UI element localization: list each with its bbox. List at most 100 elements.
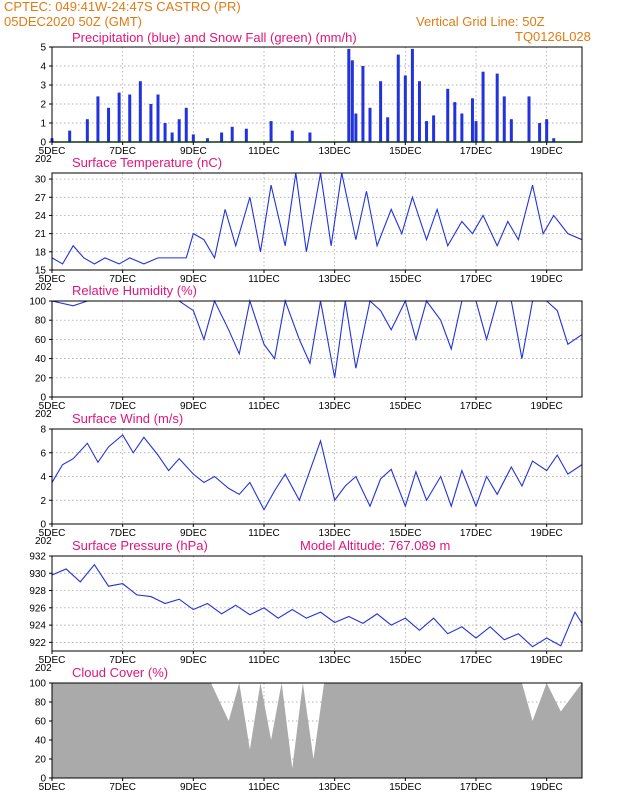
precip-bar xyxy=(128,94,132,142)
x-tick-label: 13DEC xyxy=(319,146,351,157)
precip-bar xyxy=(432,115,436,142)
x-tick-label: 19DEC xyxy=(531,782,563,793)
panel-frame xyxy=(51,172,583,271)
precip-bar xyxy=(138,81,142,142)
panel-title-cloud: Cloud Cover (%) xyxy=(72,665,169,680)
x-tick-label: 13DEC xyxy=(319,401,351,412)
precip-bar xyxy=(379,81,383,142)
x-tick-label: 13DEC xyxy=(319,655,351,666)
x-tick-label: 15DEC xyxy=(389,528,421,539)
y-tick-label: 40 xyxy=(35,736,47,747)
x-tick-label: 5DEC xyxy=(39,146,66,157)
y-tick-label: 18 xyxy=(35,247,47,258)
cloud-cover-area xyxy=(52,683,582,778)
panel-title-wind: Surface Wind (m/s) xyxy=(72,411,184,426)
x-tick-label: 5DEC xyxy=(39,401,66,412)
precip-bar xyxy=(417,81,421,142)
precip-bar xyxy=(368,107,372,142)
precip-bar xyxy=(308,132,312,142)
x-tick-label: 17DEC xyxy=(460,274,492,285)
precip-bar xyxy=(509,119,513,142)
series-line-wind xyxy=(51,434,583,511)
x-tick-label: 13DEC xyxy=(319,782,351,793)
y-tick-label: 0 xyxy=(40,393,46,404)
precip-bar xyxy=(481,71,485,142)
y-tick-label: 24 xyxy=(35,211,47,222)
y-tick-label: 4 xyxy=(40,472,46,483)
x-tick-label: 9DEC xyxy=(180,782,207,793)
year-stub-label: 202 xyxy=(35,282,52,293)
header-location: CPTEC: 049:41W-24:47S CASTRO (PR) xyxy=(4,0,241,14)
precip-bar xyxy=(425,121,429,142)
precip-bar xyxy=(453,102,457,142)
panel-title-temp: Surface Temperature (nC) xyxy=(72,155,223,170)
precip-bar xyxy=(446,88,450,142)
x-tick-label: 15DEC xyxy=(389,655,421,666)
precip-bar xyxy=(156,94,160,142)
x-tick-label: 19DEC xyxy=(531,528,563,539)
x-tick-label: 19DEC xyxy=(531,146,563,157)
precip-bar xyxy=(474,121,478,142)
y-tick-label: 930 xyxy=(29,569,46,580)
precip-bar xyxy=(96,96,100,142)
x-tick-label: 15DEC xyxy=(389,401,421,412)
x-tick-label: 7DEC xyxy=(109,274,136,285)
precip-bar xyxy=(495,73,499,142)
precip-bar xyxy=(545,119,549,142)
x-tick-label: 9DEC xyxy=(180,274,207,285)
y-tick-label: 8 xyxy=(40,425,46,436)
x-tick-label: 9DEC xyxy=(180,401,207,412)
panel-title-press: Surface Pressure (hPa) xyxy=(72,538,208,553)
y-tick-label: 6 xyxy=(40,448,46,459)
x-tick-label: 15DEC xyxy=(389,274,421,285)
precip-bar xyxy=(290,130,294,142)
precip-bar xyxy=(396,54,400,142)
y-tick-label: 27 xyxy=(35,193,47,204)
x-tick-label: 19DEC xyxy=(531,274,563,285)
y-tick-label: 15 xyxy=(35,266,47,277)
y-tick-label: 30 xyxy=(35,175,47,186)
x-tick-label: 11DEC xyxy=(248,528,280,539)
x-tick-label: 17DEC xyxy=(460,782,492,793)
y-tick-label: 21 xyxy=(35,229,47,240)
x-tick-label: 11DEC xyxy=(248,655,280,666)
y-tick-label: 2 xyxy=(40,496,46,507)
x-tick-label: 5DEC xyxy=(39,655,66,666)
precip-bar xyxy=(354,113,358,142)
y-tick-label: 1 xyxy=(40,119,46,130)
y-tick-label: 922 xyxy=(29,638,46,649)
x-tick-label: 5DEC xyxy=(39,528,66,539)
header-code: TQ0126L028 xyxy=(515,29,591,44)
x-tick-label: 11DEC xyxy=(248,274,280,285)
year-stub-label: 202 xyxy=(35,409,52,420)
precip-bar xyxy=(361,66,365,142)
x-tick-label: 13DEC xyxy=(319,274,351,285)
precip-bar xyxy=(552,138,556,142)
y-tick-label: 80 xyxy=(35,698,47,709)
precip-bar xyxy=(184,107,188,142)
panel-title-rh: Relative Humidity (%) xyxy=(72,283,197,298)
x-tick-label: 13DEC xyxy=(319,528,351,539)
x-tick-label: 11DEC xyxy=(248,782,280,793)
precip-bar xyxy=(386,117,390,142)
y-tick-label: 20 xyxy=(35,755,47,766)
x-tick-label: 11DEC xyxy=(248,401,280,412)
precip-bar xyxy=(107,107,111,142)
precip-bar xyxy=(230,126,234,142)
precip-bar xyxy=(410,48,414,142)
precip-bar xyxy=(177,119,181,142)
precip-bar xyxy=(149,104,153,142)
precip-bar xyxy=(538,123,542,142)
series-line-temp xyxy=(51,172,583,265)
precip-bar xyxy=(163,123,167,142)
y-tick-label: 932 xyxy=(29,552,46,563)
x-tick-label: 17DEC xyxy=(460,528,492,539)
precip-bar xyxy=(470,98,474,142)
x-tick-label: 9DEC xyxy=(180,528,207,539)
panel-frame xyxy=(51,428,583,525)
panel-extra-altitude: Model Altitude: 767.089 m xyxy=(300,538,451,553)
precip-bar xyxy=(68,130,72,142)
year-stub-label: 202 xyxy=(35,663,52,674)
y-tick-label: 100 xyxy=(29,297,46,308)
y-tick-label: 5 xyxy=(40,43,46,54)
